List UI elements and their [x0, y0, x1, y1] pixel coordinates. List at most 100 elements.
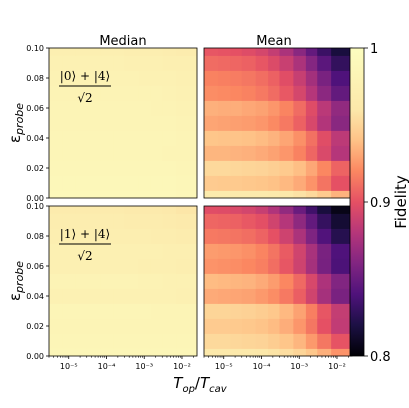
heatmap-cell: [150, 55, 163, 71]
heatmap-cell: [204, 303, 219, 319]
heatmap-cell: [150, 175, 163, 191]
heatmap-cell: [86, 228, 102, 244]
heatmap-cell: [204, 100, 219, 116]
heatmap-cell: [331, 145, 353, 161]
x-tick-label: 10⁻²: [328, 362, 346, 371]
heatmap-cell: [124, 213, 139, 229]
heatmap-cell: [75, 55, 88, 71]
heatmap-cell: [305, 303, 318, 319]
heatmap-cell: [331, 85, 353, 101]
heatmap-cell: [255, 333, 269, 349]
heatmap-cell: [113, 333, 125, 349]
heatmap-cell: [255, 318, 269, 334]
heatmap-cell: [317, 115, 332, 131]
heatmap-cell: [255, 55, 269, 71]
heatmap-cell: [268, 190, 280, 199]
heatmap-cell: [49, 258, 64, 274]
heatmap-cell: [331, 258, 353, 274]
heatmap-cell: [62, 145, 76, 161]
heatmap-cell: [75, 206, 88, 214]
heatmap-cell: [255, 100, 269, 116]
heatmap-cell: [150, 100, 163, 116]
heatmap-cell: [162, 303, 177, 319]
heatmap-cell: [331, 100, 353, 116]
heatmap-cell: [204, 258, 219, 274]
heatmap-cell: [204, 318, 219, 334]
heatmap-cell: [255, 348, 269, 357]
heatmap-cell: [293, 213, 307, 229]
heatmap-cell: [204, 48, 219, 56]
heatmap-cell: [204, 70, 219, 86]
heatmap-cell: [255, 288, 269, 304]
heatmap-cell: [49, 100, 64, 116]
heatmap-cell: [176, 70, 198, 86]
heatmap-cell: [124, 318, 139, 334]
state-numerator-top: |0⟩ + |4⟩: [60, 69, 110, 83]
heatmap-cell: [100, 160, 114, 176]
heatmap-cell: [100, 333, 114, 349]
heatmap-cell: [255, 130, 269, 146]
heatmap-cell: [331, 160, 353, 176]
y-tick-label: 0.10: [26, 44, 44, 53]
heatmap-cell: [138, 258, 152, 274]
heatmap-cell: [268, 273, 280, 289]
heatmap-cell: [113, 130, 125, 146]
heatmap-cell: [150, 70, 163, 86]
heatmap-cell: [293, 100, 307, 116]
heatmap-cell: [176, 348, 198, 357]
heatmap-cell: [138, 273, 152, 289]
heatmap-cell: [86, 130, 102, 146]
x-axis-bottom-right: 10⁻⁵ 10⁻⁴ 10⁻³ 10⁻²: [203, 356, 349, 371]
heatmap-cell: [75, 228, 88, 244]
heatmap-cell: [138, 175, 152, 191]
heatmap-cell: [113, 258, 125, 274]
heatmap-cell: [268, 333, 280, 349]
heatmap-cell: [279, 213, 294, 229]
heatmap-cell: [162, 258, 177, 274]
heatmap-cell: [162, 288, 177, 304]
y-axis-label-bottom: εprobe: [6, 261, 26, 301]
heatmap-cell: [86, 145, 102, 161]
colorbar-label: Fidelity: [392, 175, 409, 229]
y-axis-label-top: εprobe: [6, 103, 26, 143]
heatmap-cell: [305, 318, 318, 334]
heatmap-cell: [230, 55, 243, 71]
heatmap-cell: [62, 190, 76, 199]
heatmap-cell: [49, 348, 64, 357]
heatmap-cell: [279, 130, 294, 146]
heatmap-cell: [162, 48, 177, 56]
heatmap-cell: [268, 228, 280, 244]
heatmap-cell: [255, 85, 269, 101]
heatmap-cell: [293, 243, 307, 259]
heatmap-cell: [100, 258, 114, 274]
heatmap-cell: [293, 70, 307, 86]
heatmap-cell: [113, 190, 125, 199]
heatmap-cell: [100, 228, 114, 244]
y-axis-top: 0.00 0.02 0.04 0.06 0.08 0.10: [26, 44, 49, 203]
heatmap-cell: [124, 243, 139, 259]
heatmap-cell: [279, 48, 294, 56]
heatmap-cell: [230, 318, 243, 334]
heatmap-cell: [49, 243, 64, 259]
x-tick-label: 10⁻²: [173, 362, 191, 371]
heatmap-cell: [124, 175, 139, 191]
heatmap-cell: [176, 175, 198, 191]
heatmap-cell: [75, 190, 88, 199]
heatmap-cell: [268, 70, 280, 86]
heatmap-cell: [293, 160, 307, 176]
heatmap-cell: [305, 206, 318, 214]
heatmap-cell: [100, 145, 114, 161]
heatmap-cell: [241, 160, 257, 176]
heatmap-cell: [150, 288, 163, 304]
heatmap-cell: [204, 175, 219, 191]
heatmap-cell: [230, 160, 243, 176]
heatmap-cell: [293, 258, 307, 274]
heatmap-cell: [293, 55, 307, 71]
heatmap-cell: [176, 190, 198, 199]
heatmap-cell: [217, 228, 231, 244]
heatmap-cell: [75, 348, 88, 357]
heatmap-cell: [62, 288, 76, 304]
heatmap-cell: [217, 70, 231, 86]
heatmap-cell: [293, 130, 307, 146]
